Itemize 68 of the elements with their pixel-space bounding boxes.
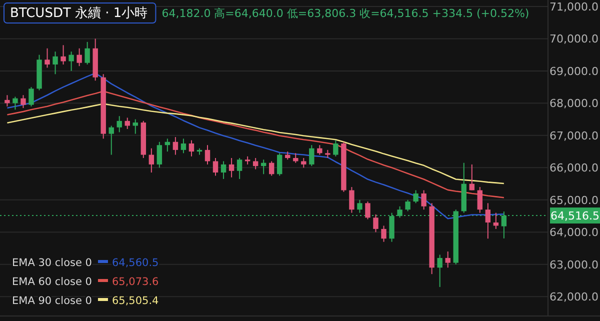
candlestick [317, 144, 322, 156]
legend-label: EMA 60 close 0 [12, 276, 92, 288]
candlestick [204, 144, 210, 165]
candlestick [236, 158, 242, 180]
candlestick [349, 186, 354, 214]
y-tick-label: 68,000.0 [550, 97, 598, 110]
candlestick [132, 118, 138, 134]
ref-line-label: 64,516.5 [550, 210, 600, 223]
candlestick [4, 94, 10, 107]
y-tick-label: 70,000.0 [550, 32, 598, 46]
candlestick [188, 140, 194, 157]
candlestick [268, 160, 274, 176]
candlestick [445, 251, 450, 268]
y-tick-label: 71,000.0 [550, 0, 598, 14]
candlestick [293, 152, 298, 164]
candlestick [405, 199, 410, 212]
candlestick [148, 148, 154, 174]
candlestick [172, 136, 178, 156]
annotation: 65,073.6 [112, 276, 160, 288]
candlestick [68, 51, 74, 72]
candlestick [116, 116, 122, 133]
y-tick-label: 64,000.0 [550, 226, 598, 240]
y-tick-label: 69,000.0 [550, 64, 598, 78]
y-tick-label: 65,000.0 [550, 194, 598, 207]
legend-label: EMA 30 close 0 [12, 257, 92, 269]
candlestick [52, 51, 58, 75]
candlestick [381, 225, 386, 242]
candlestick [469, 164, 474, 191]
legend-label: EMA 90 close 0 [12, 295, 92, 307]
candlestick [365, 201, 370, 220]
text: 64,182.0 高=64,640.0 低=63,806.3 收=64,516.5 +334.5 (+0.52%) [162, 7, 530, 20]
candlestick [309, 144, 314, 167]
candlestick [477, 186, 483, 214]
candlestick [212, 158, 218, 176]
candlestick [493, 212, 499, 230]
candlestick [124, 117, 130, 130]
annotation: 65,505.4 [112, 295, 160, 307]
text: BTCUSDT 永續 · 1小時 [10, 5, 148, 21]
candlestick [164, 138, 170, 152]
candlestick [84, 41, 90, 65]
candlestick [76, 48, 82, 67]
line-series [6, 103, 505, 184]
candlestick [373, 214, 378, 233]
candlestick [60, 44, 66, 65]
candlestick [301, 158, 306, 168]
candlestick [357, 199, 362, 214]
y-tick-label: 63,000.0 [550, 258, 598, 272]
y-tick-label: 62,000.0 [550, 290, 598, 304]
annotation: 64,560.5 [112, 257, 159, 269]
candlestick [44, 48, 50, 68]
candlestick [228, 158, 234, 178]
candlestick [277, 152, 282, 176]
candlestick [20, 94, 26, 109]
candlestick [437, 254, 442, 288]
candlestick [156, 141, 162, 168]
candlestick [485, 202, 491, 240]
candlestick [413, 190, 418, 204]
candlestick [260, 159, 266, 175]
candlestick [220, 160, 226, 180]
candlestick [333, 140, 338, 157]
y-tick-label: 67,000.0 [550, 129, 598, 142]
candlestick [421, 190, 426, 210]
candlestick [108, 125, 114, 156]
candlestick [252, 158, 258, 170]
candlestick [28, 86, 34, 107]
candlestick [180, 138, 186, 154]
y-tick-label: 66,000.0 [550, 162, 598, 175]
candlestick [12, 96, 18, 110]
